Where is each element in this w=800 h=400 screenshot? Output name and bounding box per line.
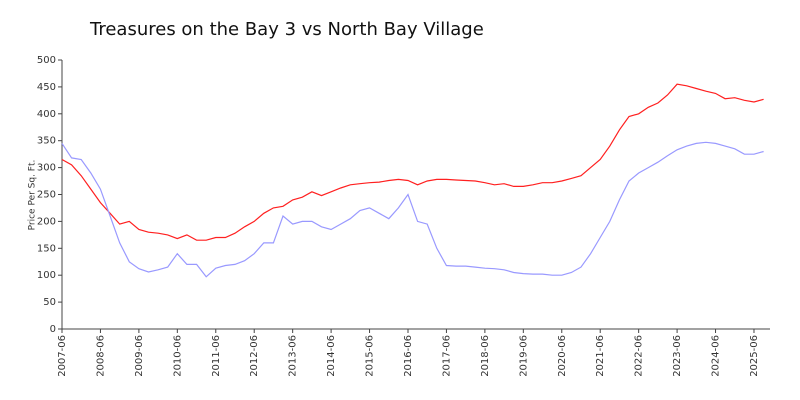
x-tick-label: 2013-06: [288, 335, 299, 377]
y-tick-label: 400: [37, 109, 56, 120]
series-line: [61, 83, 764, 241]
x-tick-label: 2009-06: [134, 335, 145, 377]
y-tick-label: 0: [50, 324, 56, 335]
y-tick-label: 300: [37, 163, 56, 174]
x-tick-label: 2008-06: [95, 335, 106, 377]
x-tick-label: 2021-06: [595, 335, 606, 377]
y-tick-label: 200: [37, 216, 56, 227]
x-tick-label: 2018-06: [480, 335, 491, 377]
x-tick-label: 2017-06: [441, 335, 452, 377]
x-tick-label: 2011-06: [211, 335, 222, 377]
x-tick-label: 2024-06: [711, 335, 722, 377]
y-tick-label: 450: [37, 82, 56, 93]
y-tick-label: 150: [37, 243, 56, 254]
x-tick-label: 2007-06: [57, 335, 68, 377]
chart-title: Treasures on the Bay 3 vs North Bay Vill…: [89, 19, 484, 40]
x-tick-label: 2025-06: [749, 335, 760, 377]
x-tick-label: 2014-06: [326, 335, 337, 377]
x-tick-label: 2019-06: [518, 335, 529, 377]
y-tick-label: 350: [37, 136, 56, 147]
series-line: [61, 141, 764, 278]
y-tick-label: 100: [37, 270, 56, 281]
x-tick-label: 2022-06: [634, 335, 645, 377]
x-tick-label: 2010-06: [172, 335, 183, 377]
y-axis-label: Price Per Sq. Ft.: [28, 160, 38, 231]
x-tick-label: 2020-06: [557, 335, 568, 377]
x-tick-label: 2015-06: [365, 335, 376, 377]
x-tick-label: 2023-06: [672, 335, 683, 377]
x-tick-label: 2016-06: [403, 335, 414, 377]
x-tick-label: 2012-06: [249, 335, 260, 377]
y-tick-label: 250: [37, 190, 56, 201]
y-tick-label: 500: [37, 55, 56, 66]
y-tick-label: 50: [43, 297, 56, 308]
